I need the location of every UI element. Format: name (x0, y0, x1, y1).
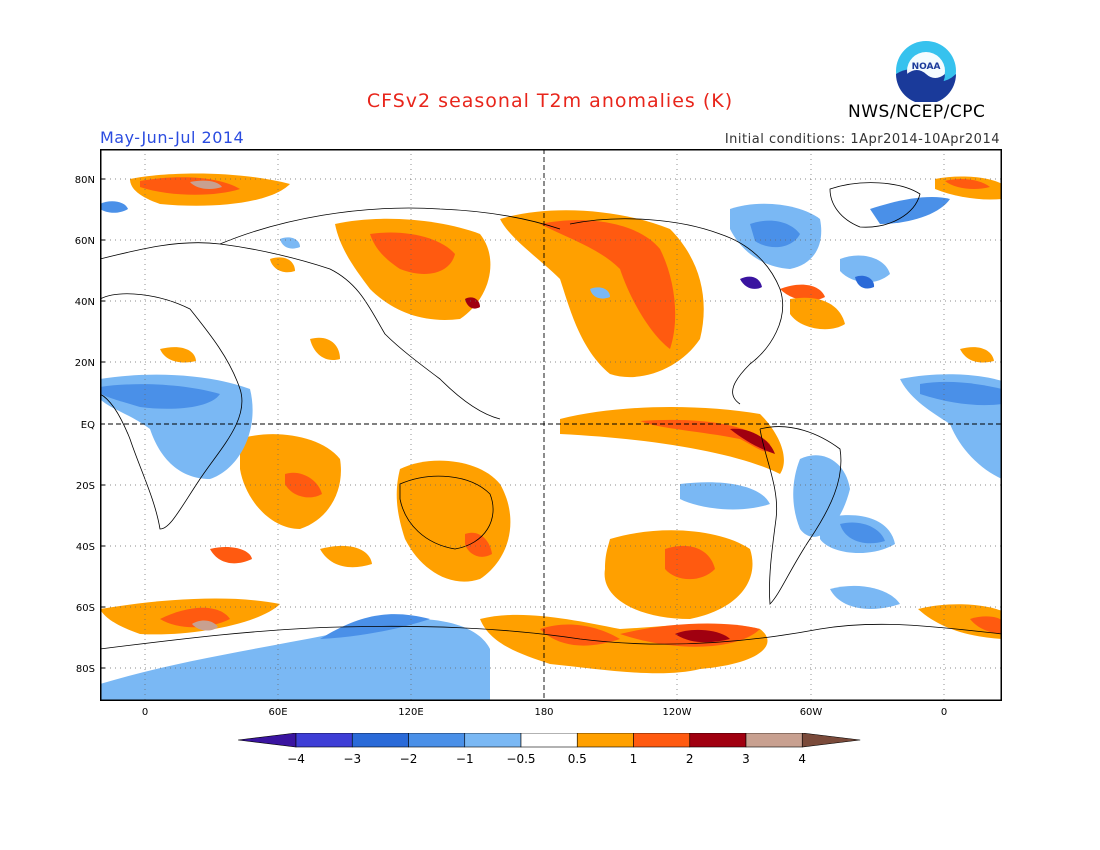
legend-label-2: −2 (400, 752, 418, 766)
legend-swatch-6 (576, 733, 634, 748)
lon-label-0-east: 0 (941, 707, 947, 718)
color-legend: −4 −3 −2 −1 −0.5 0.5 1 2 3 4 (238, 733, 861, 766)
coastlines (100, 182, 1002, 650)
initial-conditions-label: Initial conditions: 1Apr2014-10Apr2014 (724, 132, 1000, 147)
lon-label-180: 180 (534, 707, 553, 718)
lat-label-80s: 80S (76, 664, 95, 675)
lat-label-40n: 40N (75, 297, 95, 308)
noaa-logo-text: NOAA (912, 62, 941, 72)
lat-label-eq: EQ (81, 420, 95, 431)
lon-label-60e: 60E (268, 707, 287, 718)
lat-label-40s: 40S (76, 542, 95, 553)
legend-label-7: 2 (686, 752, 694, 766)
legend-label-4: −0.5 (506, 752, 535, 766)
lat-label-60s: 60S (76, 603, 95, 614)
anomaly-map (100, 149, 1002, 701)
legend-swatch-above-max (801, 733, 861, 748)
longitude-axis: 0 60E 120E 180 120W 60W 0 (142, 707, 947, 718)
lon-label-60w: 60W (800, 707, 823, 718)
lat-label-80n: 80N (75, 175, 95, 186)
legend-label-5: 0.5 (568, 752, 587, 766)
lat-label-20n: 20N (75, 358, 95, 369)
legend-swatch-below-min (238, 733, 297, 748)
legend-swatch-4 (464, 733, 522, 748)
chart-title: CFSv2 seasonal T2m anomalies (K) (366, 90, 734, 112)
reference-lines (100, 149, 1002, 701)
legend-swatch-8 (689, 733, 747, 748)
legend-swatch-9 (745, 733, 803, 748)
graticule (100, 149, 1002, 701)
legend-swatch-2 (351, 733, 409, 748)
legend-swatch-3 (408, 733, 466, 748)
lon-label-120w: 120W (663, 707, 692, 718)
legend-label-9: 4 (798, 752, 806, 766)
season-label: May-Jun-Jul 2014 (100, 128, 245, 147)
lon-label-120e: 120E (398, 707, 423, 718)
legend-label-3: −1 (456, 752, 474, 766)
agency-label: NWS/NCEP/CPC (848, 102, 986, 122)
latitude-axis: 80N 60N 40N 20N EQ 20S 40S 60S 80S (75, 175, 95, 675)
legend-label-6: 1 (630, 752, 638, 766)
latitude-ticks (100, 178, 105, 669)
lat-label-20s: 20S (76, 481, 95, 492)
legend-swatch-7 (633, 733, 691, 748)
legend-label-8: 3 (742, 752, 750, 766)
lon-label-0: 0 (142, 707, 148, 718)
lat-label-60n: 60N (75, 236, 95, 247)
legend-swatch-1 (295, 733, 353, 748)
map-frame (100, 149, 1002, 701)
legend-swatch-5 (520, 733, 578, 748)
legend-label-1: −3 (343, 752, 361, 766)
legend-label-0: −4 (287, 752, 305, 766)
noaa-logo: NOAA (896, 41, 956, 102)
anomaly-shading (100, 173, 1002, 701)
